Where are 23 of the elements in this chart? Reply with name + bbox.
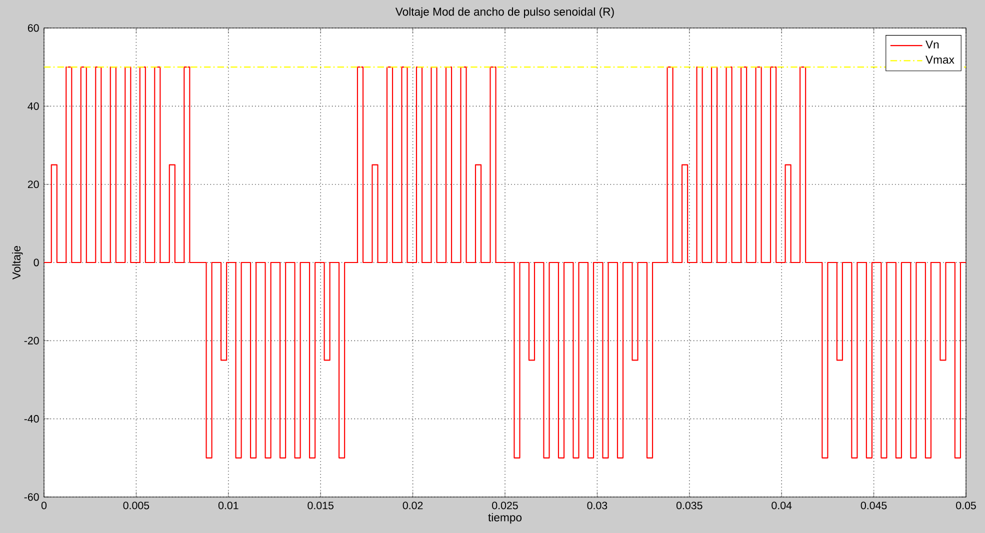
- x-axis-title: tiempo: [488, 513, 522, 524]
- x-tick-label: 0.05: [956, 502, 976, 510]
- y-tick-label: 60: [28, 24, 39, 32]
- y-tick-label: -60: [24, 493, 39, 501]
- legend-label: Vn: [926, 40, 939, 48]
- x-tick-label: 0.035: [676, 502, 702, 510]
- x-tick-label: 0: [41, 502, 47, 510]
- y-tick-label: 20: [28, 180, 39, 188]
- x-tick-label: 0.02: [402, 502, 423, 510]
- y-tick-label: -40: [24, 415, 39, 423]
- x-tick-label: 0.04: [772, 502, 792, 510]
- x-tick-label: 0.01: [218, 502, 238, 510]
- y-tick-label: 0: [34, 258, 39, 266]
- x-tick-label: 0.025: [492, 502, 518, 510]
- x-tick-label: 0.005: [123, 502, 150, 510]
- y-tick-label: 40: [28, 102, 39, 110]
- x-tick-label: 0.03: [587, 502, 608, 510]
- x-tick-label: 0.045: [860, 502, 887, 510]
- chart-title: Voltaje Mod de ancho de pulso senoidal (R): [395, 7, 614, 18]
- y-axis-title: Voltaje: [12, 246, 23, 280]
- x-tick-label: 0.015: [308, 502, 334, 510]
- legend-label: Vmax: [926, 56, 954, 64]
- y-tick-label: -20: [24, 336, 39, 344]
